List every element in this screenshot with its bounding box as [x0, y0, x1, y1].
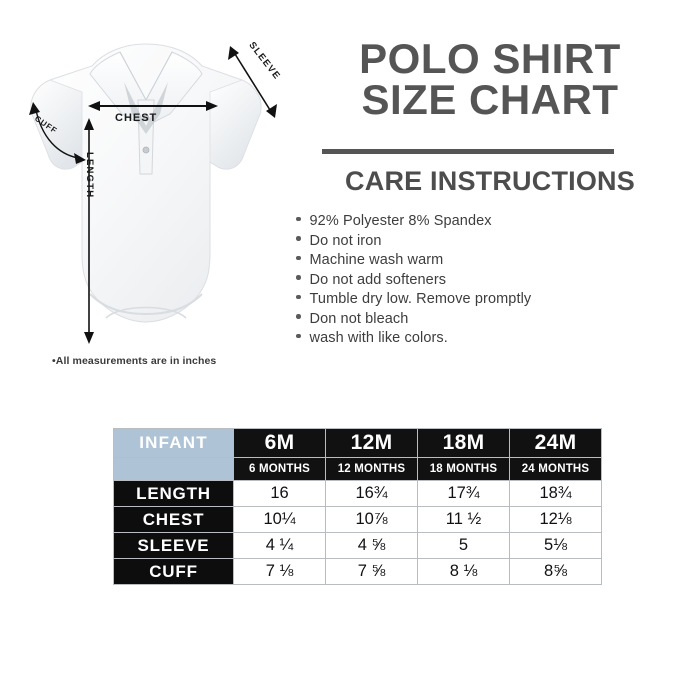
- measurement-value: 17¾: [417, 480, 510, 507]
- care-instruction-text: Tumble dry low. Remove promptly: [309, 291, 532, 307]
- measurement-value: 8⅝: [509, 558, 602, 585]
- size-header-cell: 12M: [325, 428, 418, 458]
- length-measurement-arrow: [84, 118, 94, 344]
- measurement-row-label: CHEST: [113, 506, 234, 533]
- table-row: SLEEVE 4 ¼ 4 ⅝ 5 5⅛: [113, 532, 602, 559]
- measurement-value: 4 ¼: [233, 532, 326, 559]
- measurement-value: 10⅞: [325, 506, 418, 533]
- button-icon: [142, 114, 150, 122]
- care-instruction-text: Do not iron: [309, 232, 382, 249]
- measurement-value: 10¼: [233, 506, 326, 533]
- table-row: LENGTH 16 16¾ 17¾ 18¾: [113, 480, 602, 507]
- bullet-icon: [296, 314, 301, 319]
- title-line-1: POLO SHIRT: [359, 35, 621, 82]
- bullet-icon: [296, 255, 301, 260]
- measurement-value: 11 ½: [417, 506, 510, 533]
- measurement-value: 5: [417, 532, 510, 559]
- size-subtitle-cell: 12 MONTHS: [325, 457, 418, 481]
- measurement-value: 8 ⅛: [417, 558, 510, 585]
- measurement-value: 16: [233, 480, 326, 507]
- list-item: 92% Polyester 8% Spandex: [296, 212, 531, 232]
- page-title: POLO SHIRT SIZE CHART: [300, 35, 680, 124]
- measurement-value: 18¾: [509, 480, 602, 507]
- sleeve-measurement-arrow: [228, 46, 277, 118]
- garment-diagram: CHEST LENGTH SLEEVE CUFF: [20, 22, 290, 352]
- chest-measurement-arrow: [88, 101, 218, 111]
- list-item: Tumble dry low. Remove promptly: [296, 290, 531, 310]
- category-blank-cell: [113, 457, 234, 481]
- polo-shirt-illustration: [29, 43, 277, 344]
- cuff-measurement-arrow: [29, 102, 86, 164]
- care-instruction-text: Don not bleach: [309, 310, 409, 327]
- button-icon: [142, 146, 150, 154]
- care-instruction-text: Do not add softeners: [309, 271, 447, 288]
- measurement-value: 4 ⅝: [325, 532, 418, 559]
- care-instruction-text: Machine wash warm: [309, 252, 444, 268]
- bullet-icon: [296, 294, 301, 299]
- title-divider: [322, 149, 614, 154]
- bullet-icon: [296, 216, 301, 221]
- table-header-row-sizes: INFANT 6M 12M 18M 24M: [113, 428, 602, 458]
- bullet-icon: [296, 275, 301, 280]
- table-row: CHEST 10¼ 10⅞ 11 ½ 12⅛: [113, 506, 602, 533]
- measurement-value: 5⅛: [509, 532, 602, 559]
- size-header-cell: 6M: [233, 428, 326, 458]
- list-item: Do not iron: [296, 232, 531, 252]
- list-item: Don not bleach: [296, 310, 531, 330]
- care-instructions-heading: CARE INSTRUCTIONS: [345, 166, 635, 196]
- measurement-row-label: SLEEVE: [113, 532, 234, 559]
- list-item: Machine wash warm: [296, 251, 531, 271]
- chest-label: CHEST: [115, 112, 158, 124]
- table-row: CUFF 7 ⅛ 7 ⅝ 8 ⅛ 8⅝: [113, 558, 602, 585]
- measurement-units-footnote: •All measurements are in inches: [52, 355, 217, 367]
- size-subtitle-cell: 6 MONTHS: [233, 457, 326, 481]
- length-label: LENGTH: [84, 152, 95, 199]
- measurement-row-label: CUFF: [113, 558, 234, 585]
- title-line-2: SIZE CHART: [361, 76, 619, 124]
- measurement-row-label: LENGTH: [113, 480, 234, 507]
- list-item: wash with like colors.: [296, 329, 531, 349]
- measurement-value: 7 ⅝: [325, 558, 418, 585]
- measurement-value: 7 ⅛: [233, 558, 326, 585]
- care-instructions-list: 92% Polyester 8% Spandex Do not iron Mac…: [296, 212, 531, 349]
- size-header-cell: 18M: [417, 428, 510, 458]
- size-subtitle-cell: 24 MONTHS: [509, 457, 602, 481]
- bullet-icon: [296, 236, 301, 241]
- size-header-cell: 24M: [509, 428, 602, 458]
- table-header-row-subtitles: 6 MONTHS 12 MONTHS 18 MONTHS 24 MONTHS: [113, 457, 602, 481]
- size-subtitle-cell: 18 MONTHS: [417, 457, 510, 481]
- bullet-icon: [296, 333, 301, 338]
- measurement-value: 16¾: [325, 480, 418, 507]
- list-item: Do not add softeners: [296, 271, 531, 291]
- care-instruction-text: wash with like colors.: [309, 330, 448, 346]
- category-label: INFANT: [113, 428, 234, 458]
- measurement-value: 12⅛: [509, 506, 602, 533]
- care-instruction-text: 92% Polyester 8% Spandex: [309, 213, 492, 229]
- size-chart-table: INFANT 6M 12M 18M 24M 6 MONTHS 12 MONTHS…: [113, 428, 602, 585]
